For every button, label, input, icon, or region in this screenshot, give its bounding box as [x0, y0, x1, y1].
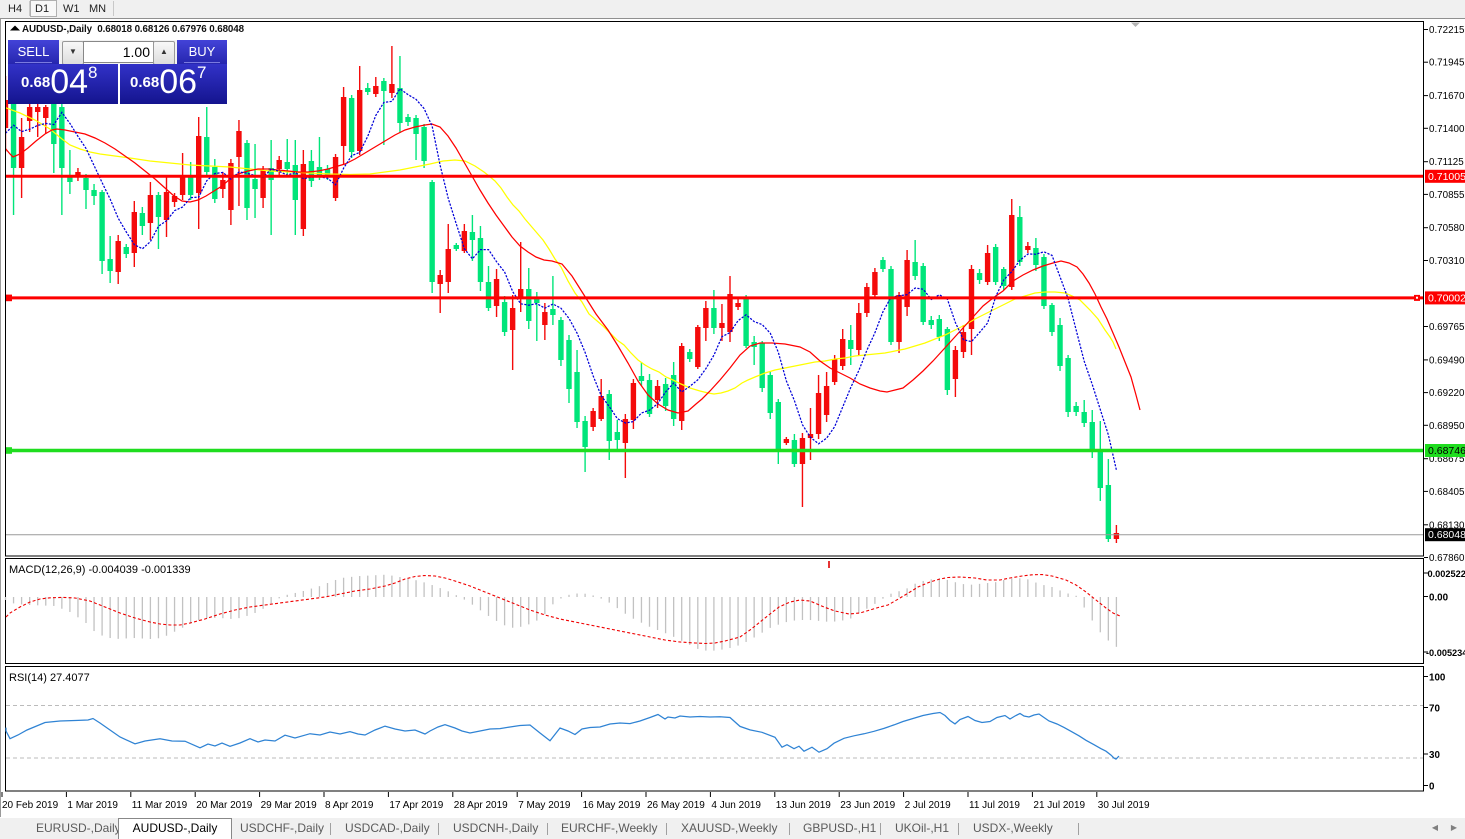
- svg-text:0.68746: 0.68746: [1428, 445, 1465, 457]
- svg-text:0.69490: 0.69490: [1429, 355, 1465, 366]
- svg-text:0.002522: 0.002522: [1428, 569, 1465, 579]
- svg-text:4 Jun 2019: 4 Jun 2019: [711, 800, 761, 811]
- svg-text:0.71945: 0.71945: [1429, 58, 1465, 69]
- svg-text:13 Jun 2019: 13 Jun 2019: [776, 800, 831, 811]
- svg-text:0.70580: 0.70580: [1429, 223, 1465, 234]
- svg-text:0.00: 0.00: [1429, 593, 1449, 604]
- svg-text:21 Jul 2019: 21 Jul 2019: [1033, 800, 1085, 811]
- svg-text:2 Jul 2019: 2 Jul 2019: [905, 800, 952, 811]
- svg-text:100: 100: [1429, 673, 1446, 684]
- svg-text:20 Feb 2019: 20 Feb 2019: [2, 800, 59, 811]
- svg-text:29 Mar 2019: 29 Mar 2019: [261, 800, 318, 811]
- svg-text:0.71125: 0.71125: [1429, 157, 1464, 168]
- svg-text:0.71670: 0.71670: [1429, 91, 1465, 102]
- svg-text:23 Jun 2019: 23 Jun 2019: [840, 800, 895, 811]
- svg-text:RSI(14) 27.4077: RSI(14) 27.4077: [9, 672, 90, 684]
- svg-text:0.71400: 0.71400: [1429, 124, 1465, 135]
- svg-text:0.67860: 0.67860: [1429, 553, 1465, 564]
- svg-text:0.68950: 0.68950: [1429, 421, 1465, 432]
- svg-text:8 Apr 2019: 8 Apr 2019: [325, 800, 374, 811]
- svg-text:70: 70: [1429, 704, 1440, 715]
- svg-text:16 May 2019: 16 May 2019: [583, 800, 641, 811]
- svg-text:30 Jul 2019: 30 Jul 2019: [1098, 800, 1150, 811]
- svg-text:0.70855: 0.70855: [1429, 190, 1465, 201]
- svg-text:0.69765: 0.69765: [1429, 322, 1465, 333]
- svg-text:20 Mar 2019: 20 Mar 2019: [196, 800, 253, 811]
- svg-text:0.72215: 0.72215: [1429, 25, 1465, 36]
- svg-text:0: 0: [1429, 782, 1435, 793]
- svg-text:11 Mar 2019: 11 Mar 2019: [132, 800, 188, 811]
- svg-text:-0.005234: -0.005234: [1426, 648, 1465, 658]
- svg-text:1 Mar 2019: 1 Mar 2019: [67, 800, 118, 811]
- svg-text:30: 30: [1429, 750, 1440, 761]
- svg-text:0.70310: 0.70310: [1429, 256, 1465, 267]
- svg-text:0.71005: 0.71005: [1428, 171, 1465, 183]
- svg-text:11 Jul 2019: 11 Jul 2019: [969, 800, 1020, 811]
- svg-text:MACD(12,26,9) -0.004039 -0.001: MACD(12,26,9) -0.004039 -0.001339: [9, 564, 191, 576]
- svg-text:28 Apr 2019: 28 Apr 2019: [454, 800, 508, 811]
- svg-text:26 May 2019: 26 May 2019: [647, 800, 705, 811]
- svg-text:0.69220: 0.69220: [1429, 388, 1465, 399]
- svg-text:7 May 2019: 7 May 2019: [518, 800, 571, 811]
- svg-text:0.70002: 0.70002: [1428, 292, 1465, 304]
- svg-text:0.68405: 0.68405: [1429, 487, 1465, 498]
- svg-text:17 Apr 2019: 17 Apr 2019: [389, 800, 443, 811]
- svg-text:0.68048: 0.68048: [1428, 529, 1465, 541]
